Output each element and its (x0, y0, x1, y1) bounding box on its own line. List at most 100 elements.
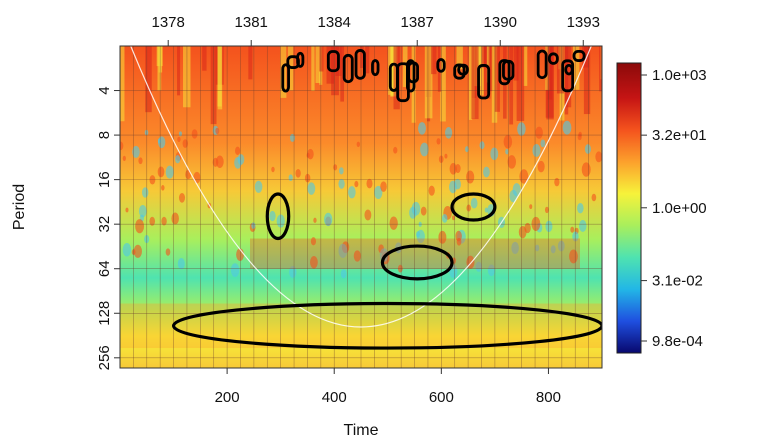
texture-speckle (310, 256, 318, 269)
x-axis: 200 400 600 800 (215, 367, 561, 406)
texture-speckle (449, 162, 457, 175)
texture-speckle (122, 155, 126, 161)
texture-speckle (577, 133, 582, 141)
texture-speckle (584, 144, 591, 154)
significance-contour-small (326, 50, 340, 73)
texture-speckle (484, 207, 488, 213)
texture-speckle (178, 131, 182, 137)
texture-streak (547, 46, 553, 100)
texture-speckle (591, 193, 597, 202)
top-tick-label: 1381 (235, 14, 268, 31)
y-tick-label: 32 (96, 216, 113, 233)
significance-contour-small (498, 59, 511, 86)
texture-speckle (212, 157, 219, 167)
texture-speckle (529, 204, 533, 210)
colorbar-tick-label: 1.0e+00 (652, 200, 707, 217)
texture-speckle (479, 141, 485, 150)
texture-speckle (483, 166, 490, 178)
texture-speckle (544, 206, 549, 214)
texture-streak (340, 46, 345, 102)
texture-speckle (511, 241, 519, 255)
texture-streak (513, 46, 519, 81)
texture-speckle (475, 261, 482, 272)
colorbar-gradient (616, 62, 642, 354)
texture-speckle (165, 165, 174, 179)
texture-speckle (550, 245, 556, 254)
significance-contour (265, 192, 291, 241)
texture-streak (494, 46, 500, 112)
texture-speckle (505, 148, 509, 155)
texture-speckle (579, 219, 587, 232)
y-tick-label: 256 (96, 345, 113, 370)
texture-speckle (436, 138, 441, 145)
texture-speckle (438, 230, 447, 244)
texture-speckle (235, 146, 241, 155)
texture-speckle (366, 178, 373, 189)
texture-speckle (503, 134, 513, 149)
texture-speckle (191, 129, 198, 139)
top-tick-label: 1393 (567, 14, 600, 31)
texture-streak (311, 46, 315, 91)
texture-speckle (444, 153, 448, 159)
texture-speckle (581, 162, 591, 177)
texture-speckle (577, 202, 584, 214)
top-axis: 1378 1381 1384 1387 1390 1393 (152, 14, 600, 47)
top-tick-label: 1384 (318, 14, 351, 31)
significance-contour-small (371, 59, 380, 77)
texture-speckle (138, 157, 143, 165)
texture-speckle (338, 178, 345, 189)
significance-contour-small (281, 63, 290, 93)
texture-speckle (324, 212, 333, 227)
texture-streak (326, 46, 335, 84)
texture-speckle (545, 220, 553, 233)
texture-speckle (441, 213, 448, 223)
significance-contour (380, 244, 454, 281)
texture-speckle (133, 244, 142, 258)
texture-speckle (289, 133, 295, 142)
significance-contour-small (536, 49, 548, 80)
texture-speckle (554, 177, 560, 187)
significance-contour-small (547, 52, 559, 65)
texture-band (250, 238, 580, 269)
significance-contours (172, 49, 602, 350)
significance-contour-small (342, 53, 354, 84)
texture-speckle (149, 216, 156, 226)
texture-speckle (416, 231, 421, 238)
texture-speckle (487, 264, 496, 277)
texture-streak (120, 46, 125, 122)
texture-streak (556, 46, 565, 94)
significance-contour-small (572, 49, 586, 62)
texture-speckle (333, 164, 338, 171)
texture-speckle (125, 207, 129, 213)
colorbar: 1.0e+03 3.2e+01 1.0e+00 3.1e-02 9.8e-04 (616, 62, 707, 354)
texture-speckle (161, 185, 165, 191)
texture-speckle (356, 141, 361, 148)
texture-speckle (466, 204, 471, 212)
plot-area (119, 45, 603, 369)
texture-streak (248, 46, 253, 80)
texture-streak (599, 46, 602, 92)
texture-streak (424, 46, 433, 119)
significance-contour-small (388, 62, 399, 92)
texture-streak (503, 46, 507, 119)
texture-streak (177, 46, 181, 96)
texture-streak (402, 46, 408, 88)
y-tick-label: 16 (96, 171, 113, 188)
y-axis: 4 8 16 32 64 128 256 (96, 86, 121, 370)
texture-speckle (234, 156, 242, 169)
colorbar-ticks: 1.0e+03 3.2e+01 1.0e+00 3.1e-02 9.8e-04 (641, 67, 707, 350)
texture-speckle (295, 169, 301, 178)
texture-speckle (193, 171, 201, 184)
texture-speckle (310, 237, 317, 246)
texture-speckle (456, 237, 462, 246)
texture-speckle (454, 178, 461, 190)
texture-speckle (562, 120, 572, 135)
colorbar-tick-label: 3.2e+01 (652, 127, 707, 144)
texture-speckle (409, 206, 417, 219)
top-tick-label: 1387 (401, 14, 434, 31)
texture-speckle (490, 147, 499, 161)
texture-streak (523, 46, 528, 86)
significance-contour-small (453, 63, 466, 80)
texture-streak (202, 46, 207, 71)
